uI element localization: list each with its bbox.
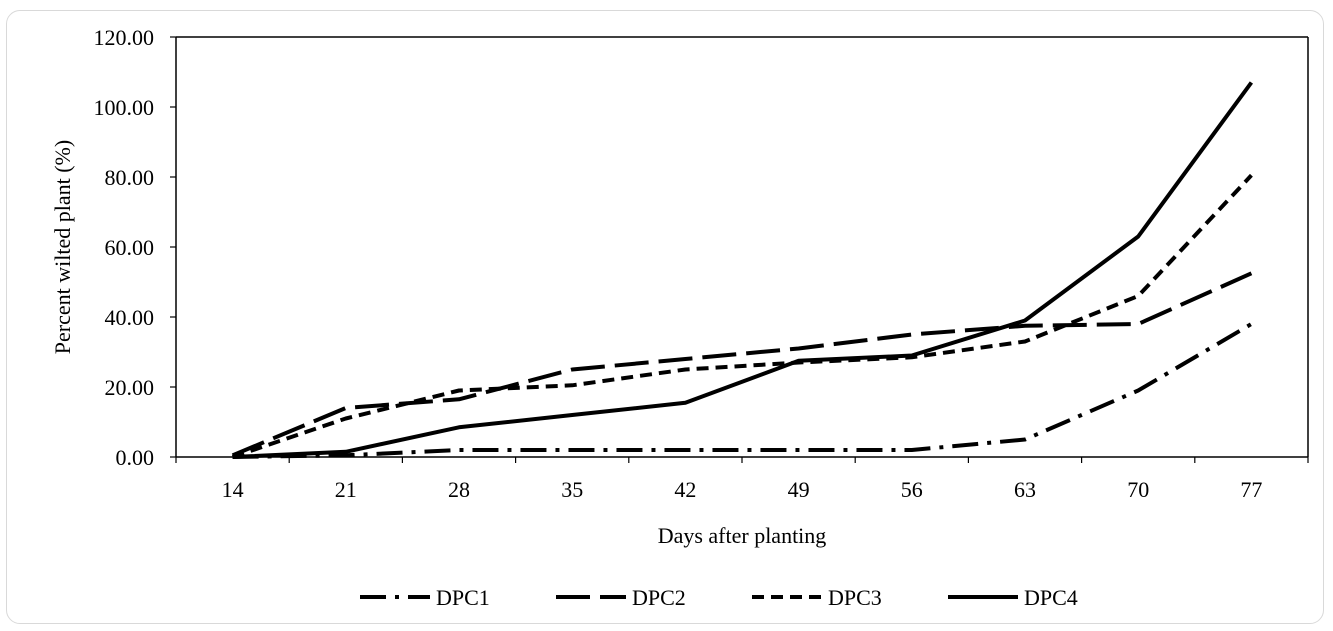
series-line-dpc3: [231, 173, 1253, 459]
legend-label-dpc2: DPC2: [632, 585, 686, 610]
x-tick-label: 63: [1014, 477, 1036, 502]
y-tick-label: 120.00: [94, 25, 155, 50]
chart-frame: [6, 10, 1324, 624]
x-tick-label: 70: [1127, 477, 1149, 502]
legend-label-dpc4: DPC4: [1024, 585, 1078, 610]
y-axis-title: Percent wilted plant (%): [50, 140, 75, 354]
x-tick-label: 42: [674, 477, 696, 502]
y-tick-label: 100.00: [94, 95, 155, 120]
legend: DPC1 DPC2 DPC3 DPC4: [360, 585, 1078, 610]
series-line-dpc1: [232, 322, 1253, 459]
legend-label-dpc1: DPC1: [436, 585, 490, 610]
x-tick-label: 21: [335, 477, 357, 502]
x-tick-label: 28: [448, 477, 470, 502]
y-tick-label: 0.00: [116, 445, 155, 470]
series-line-dpc4: [232, 81, 1254, 459]
tick-labels: 0.00 20.00 40.00 60.00 80.00 100.00 120.00 14 21…: [94, 25, 1309, 502]
series-lines: [231, 81, 1254, 459]
x-axis-title: Days after planting: [658, 523, 827, 548]
x-tick-label: 49: [788, 477, 810, 502]
x-tick-label: 14: [222, 477, 244, 502]
y-tick-label: 80.00: [105, 165, 155, 190]
y-tick-label: 20.00: [105, 375, 155, 400]
chart-axes: [175, 36, 1309, 458]
x-tick-label: 56: [901, 477, 923, 502]
x-tick-label: 35: [561, 477, 583, 502]
y-tick-label: 40.00: [105, 305, 155, 330]
legend-label-dpc3: DPC3: [828, 585, 882, 610]
x-tick-label: 77: [1240, 477, 1262, 502]
y-tick-label: 60.00: [105, 235, 155, 260]
